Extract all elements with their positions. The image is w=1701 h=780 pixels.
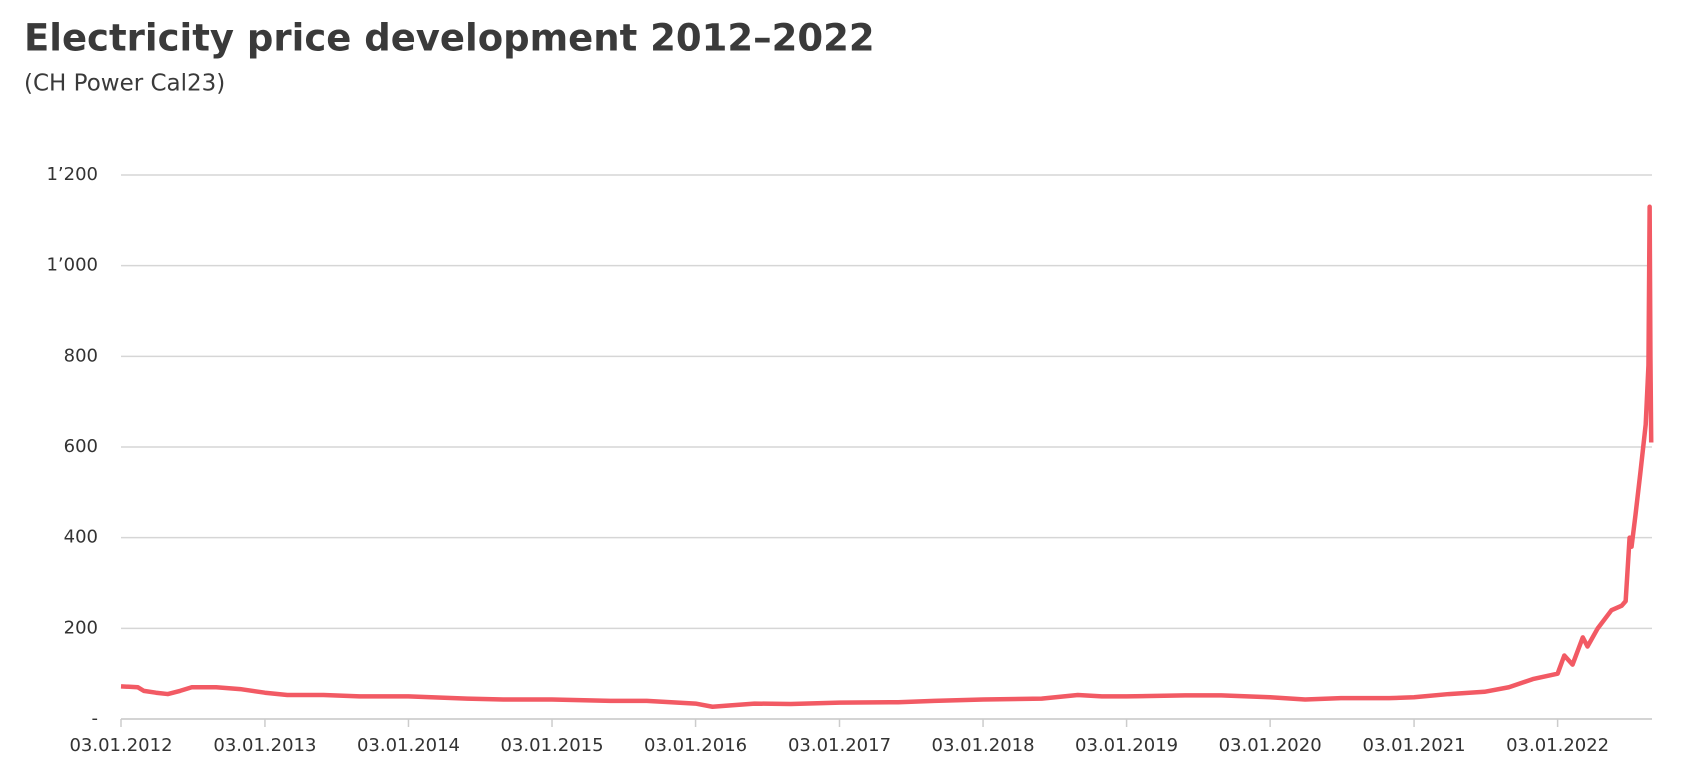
x-tick-label: 03.01.2012 [69, 735, 172, 756]
x-tick-label: 03.01.2017 [788, 735, 891, 756]
chart-subtitle: (CH Power Cal23) [24, 71, 225, 97]
x-tick-label: 03.01.2014 [357, 735, 460, 756]
x-tick-label: 03.01.2022 [1506, 735, 1609, 756]
y-tick-label: 800 [64, 345, 98, 366]
x-tick-label: 03.01.2019 [1075, 735, 1178, 756]
x-tick-label: 03.01.2020 [1219, 735, 1322, 756]
y-tick-label: 600 [64, 436, 98, 457]
x-tick-label: 03.01.2021 [1363, 735, 1466, 756]
y-tick-label: - [92, 708, 99, 729]
x-tick-label: 03.01.2016 [644, 735, 747, 756]
y-tick-label: 1’200 [46, 164, 98, 185]
y-tick-label: 200 [64, 617, 98, 638]
x-tick-label: 03.01.2013 [213, 735, 316, 756]
x-tick-label: 03.01.2018 [932, 735, 1035, 756]
x-tick-label: 03.01.2015 [500, 735, 603, 756]
y-tick-label: 1’000 [46, 255, 98, 276]
price-line [120, 204, 1654, 710]
chart-title: Electricity price development 2012–2022 [24, 17, 875, 60]
y-tick-label: 400 [64, 527, 98, 548]
